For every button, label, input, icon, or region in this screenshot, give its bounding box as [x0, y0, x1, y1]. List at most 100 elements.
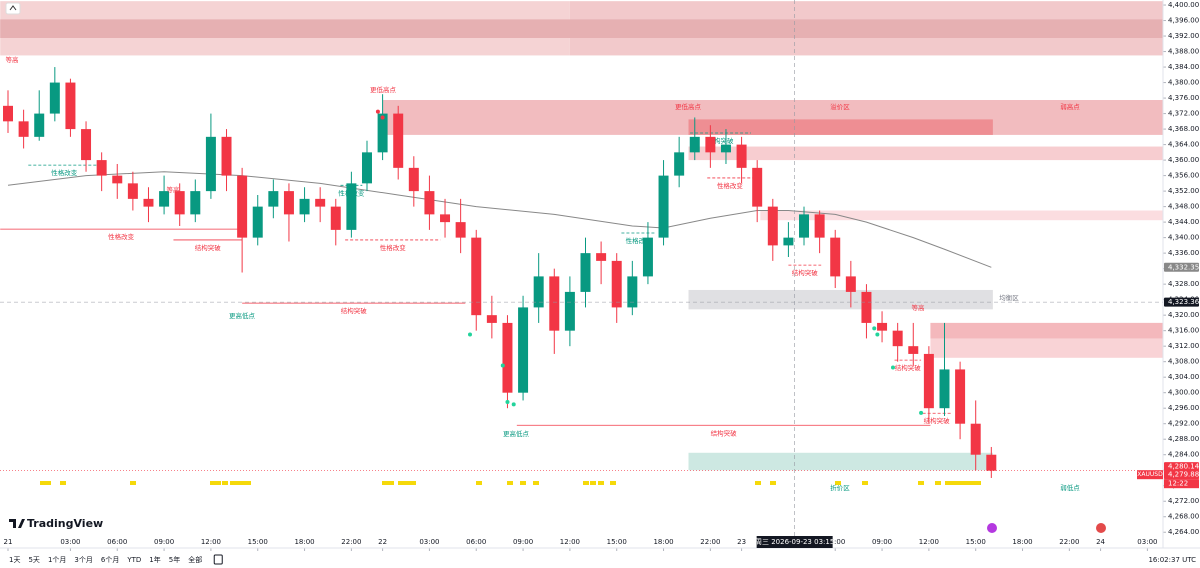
x-tick-label: 12:00 [919, 538, 939, 546]
signal-dot [375, 109, 380, 114]
candle-body [190, 191, 201, 215]
y-tick-label: 4,384.00 [1168, 63, 1199, 71]
y-tick-label: 4,388.00 [1168, 48, 1199, 56]
signal-dot [890, 365, 895, 370]
price-tag [1164, 462, 1199, 472]
candle-body [970, 423, 981, 455]
y-tick-label: 4,376.00 [1168, 94, 1199, 102]
structure-label: 性格改变 [717, 181, 744, 190]
session-marker [60, 481, 66, 485]
y-tick-label: 4,300.00 [1168, 389, 1199, 397]
clock: 16:02:37 UTC [1148, 556, 1196, 564]
session-marker [950, 481, 956, 485]
range-button[interactable]: 1天 [9, 556, 20, 564]
candle-body [752, 167, 763, 207]
range-button[interactable]: 6个月 [101, 556, 119, 564]
range-button[interactable]: YTD [126, 556, 141, 564]
date-range-icon[interactable] [213, 554, 223, 565]
session-marker [235, 481, 241, 485]
crosshair-time: 周三 2026-09-23 03:15 [755, 538, 834, 546]
x-tick-label: 09:00 [513, 538, 533, 546]
y-tick-label: 4,292.00 [1168, 420, 1199, 428]
range-button[interactable]: 5年 [169, 555, 180, 564]
label: 均衡区 [999, 293, 1019, 302]
candle-body [361, 152, 372, 184]
candle-body [283, 191, 294, 215]
candle-body [861, 291, 872, 323]
candle-body [471, 237, 482, 316]
structure-label: 性格改变 [51, 168, 78, 177]
candle-body [440, 214, 451, 223]
label: 溢价区 [830, 102, 850, 111]
x-tick-label: 03:00 [60, 538, 80, 546]
flag-icon[interactable] [1096, 523, 1106, 533]
collapse-button[interactable] [5, 2, 21, 15]
logo[interactable]: TradingView [9, 517, 103, 530]
candle-body [268, 191, 279, 207]
price-tag-label: 4,332.35 [1168, 263, 1199, 271]
structure-label: 结构突破 [341, 306, 368, 315]
y-tick-label: 4,288.00 [1168, 435, 1199, 443]
price-tag [1164, 262, 1199, 272]
price-tag-label: 4,279.88 [1168, 471, 1199, 479]
label: 等高 [167, 185, 181, 194]
y-tick-label: 4,364.00 [1168, 141, 1199, 149]
zone [688, 146, 1163, 161]
session-marker [520, 481, 526, 485]
candle-body [424, 191, 435, 215]
candle-body [127, 183, 138, 199]
structure-label: 性格改变 [380, 243, 407, 252]
structure-label: 结构突破 [895, 363, 922, 372]
zone [760, 210, 1163, 221]
signal-dot [511, 402, 516, 407]
x-tick-label: 18:00 [1012, 538, 1032, 546]
candle-body [455, 222, 466, 238]
y-tick-label: 4,316.00 [1168, 327, 1199, 335]
session-marker [598, 481, 604, 485]
crosshair-time-box [756, 536, 833, 548]
range-button[interactable]: 3个月 [74, 556, 92, 564]
countdown: 12:22 [1168, 480, 1188, 488]
candle-body [689, 136, 700, 153]
range-button[interactable]: 5天 [28, 556, 39, 564]
candle-body [845, 276, 856, 292]
candle-body [299, 198, 310, 215]
y-tick-label: 4,372.00 [1168, 110, 1199, 118]
signal-dot [468, 332, 473, 337]
symbol: XAUUSD [1137, 471, 1163, 478]
x-tick-label: 12:00 [201, 538, 221, 546]
range-button[interactable]: 全部 [188, 555, 202, 564]
range-button[interactable]: 1个月 [48, 556, 66, 564]
x-tick-label: 22:00 [341, 538, 361, 546]
signal-dot [380, 115, 385, 120]
candle-body [611, 260, 622, 308]
label: 折价区 [830, 483, 850, 492]
candle-body [799, 214, 810, 238]
y-tick-label: 4,312.00 [1168, 342, 1199, 350]
session-marker [210, 481, 216, 485]
label: 等高 [912, 303, 926, 312]
price-tag [1164, 470, 1199, 480]
signal-dot [500, 363, 505, 368]
x-tick-label: 06:00 [825, 538, 845, 546]
x-tick-label: 22:00 [1059, 538, 1079, 546]
candle-body [502, 322, 513, 393]
event-icon[interactable] [987, 523, 997, 533]
session-marker [970, 481, 976, 485]
y-tick-label: 4,268.00 [1168, 513, 1199, 521]
x-tick-label: 15:00 [966, 538, 986, 546]
session-marker [410, 481, 416, 485]
zone [688, 289, 993, 310]
candle-body [580, 253, 591, 292]
structure-label: 结构突破 [708, 136, 735, 145]
session-marker [960, 481, 966, 485]
y-tick-label: 4,336.00 [1168, 249, 1199, 257]
y-tick-label: 4,264.00 [1168, 528, 1199, 536]
y-tick-label: 4,296.00 [1168, 404, 1199, 412]
candle-body [986, 454, 997, 471]
range-button[interactable]: 1年 [149, 555, 160, 564]
candle-body [330, 206, 341, 230]
y-tick-label: 4,304.00 [1168, 373, 1199, 381]
